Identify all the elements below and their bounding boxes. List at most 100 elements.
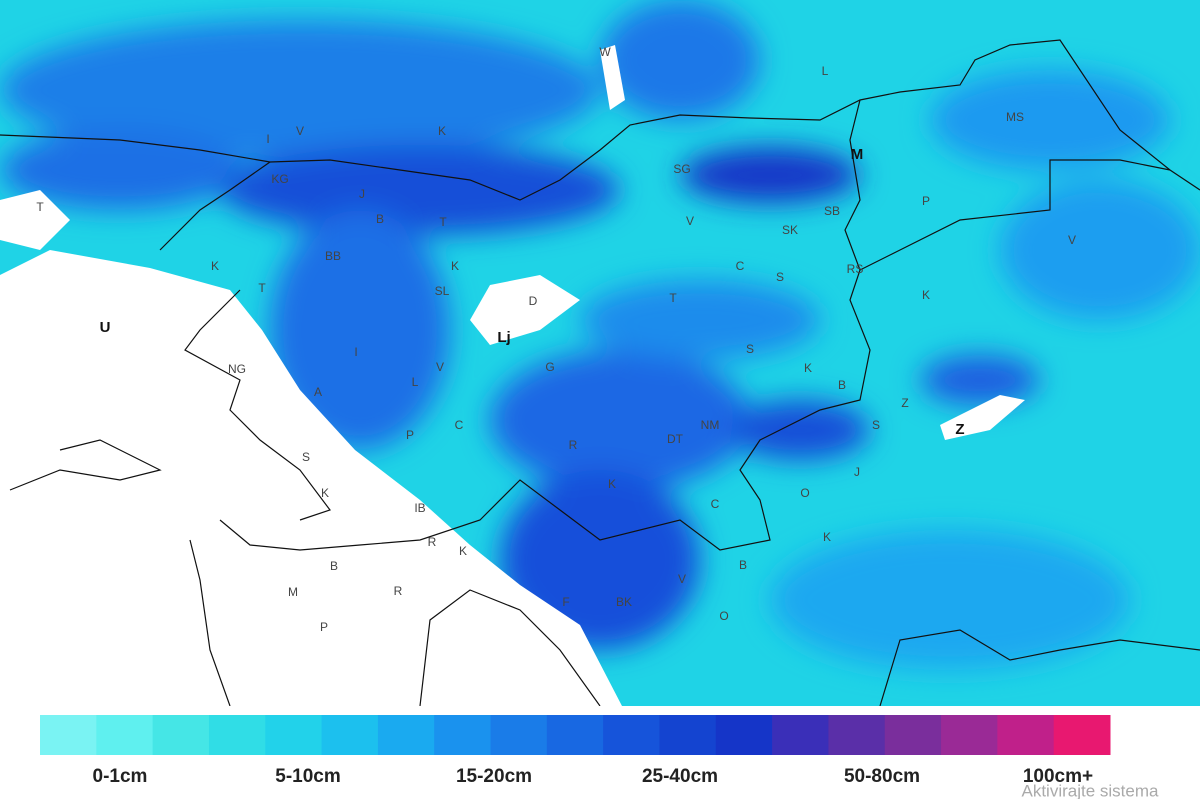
place-label: K: [608, 477, 616, 491]
place-label: K: [823, 530, 831, 544]
place-label: J: [359, 187, 365, 201]
place-label: T: [669, 291, 677, 305]
place-label: S: [872, 418, 880, 432]
place-label: S: [776, 270, 784, 284]
place-label: O: [800, 486, 809, 500]
legend-label: 50-80cm: [844, 766, 920, 787]
place-label: KG: [271, 172, 288, 186]
place-label: K: [459, 544, 467, 558]
legend-swatch: [96, 715, 154, 755]
legend-label: 25-40cm: [642, 766, 718, 787]
place-label: K: [451, 259, 459, 273]
legend-label: 100cm+: [1023, 766, 1093, 787]
place-label: V: [1068, 233, 1076, 247]
legend-swatch: [941, 715, 998, 755]
place-label: Lj: [497, 329, 510, 346]
place-label: T: [258, 281, 266, 295]
place-label: K: [321, 486, 329, 500]
place-label: M: [851, 146, 864, 163]
place-label: R: [394, 584, 403, 598]
place-label: BK: [616, 595, 632, 609]
place-label: B: [330, 559, 338, 573]
legend-swatch: [208, 715, 266, 755]
place-label: M: [288, 585, 298, 599]
place-label: O: [719, 609, 728, 623]
place-label: W: [599, 45, 611, 59]
borders: [0, 39, 1200, 706]
place-label: V: [436, 360, 444, 374]
snow-field: [0, 0, 1200, 670]
place-label: G: [545, 360, 554, 374]
place-label: B: [739, 558, 747, 572]
place-label: T: [36, 200, 44, 214]
place-label: S: [746, 342, 754, 356]
place-label: SK: [782, 223, 798, 237]
legend-swatch: [434, 715, 492, 755]
legend-swatch: [265, 715, 323, 755]
no-data-area: [600, 45, 625, 110]
legend-swatch: [546, 715, 604, 755]
place-label: L: [412, 375, 419, 389]
legend-swatch: [603, 715, 660, 755]
legend-swatch: [40, 715, 97, 755]
place-label: K: [804, 361, 812, 375]
place-label: P: [320, 620, 328, 634]
place-label: K: [438, 124, 446, 138]
place-label: K: [922, 288, 930, 302]
place-label: BB: [325, 249, 341, 263]
place-label: B: [838, 378, 846, 392]
legend-swatch: [152, 715, 210, 755]
place-label: I: [266, 132, 269, 146]
place-label: S: [302, 450, 310, 464]
legend: 0-1cm 5-10cm 15-20cm 25-40cm 50-80cm 100cm+: [40, 715, 1111, 787]
no-data-area: [940, 395, 1025, 440]
legend-swatch: [772, 715, 829, 755]
place-label: C: [711, 497, 720, 511]
place-label: NG: [228, 362, 246, 376]
place-label: DT: [667, 432, 684, 446]
place-label: SL: [435, 284, 450, 298]
place-label: Z: [955, 421, 964, 438]
legend-label: 5-10cm: [275, 766, 341, 787]
place-label: P: [922, 194, 930, 208]
place-label: Z: [901, 396, 908, 410]
place-label: SB: [824, 204, 840, 218]
place-label: I: [354, 345, 357, 359]
legend-swatch: [884, 715, 942, 755]
place-label: R: [428, 535, 437, 549]
place-label: K: [211, 259, 219, 273]
place-label: C: [736, 259, 745, 273]
place-label: MS: [1006, 110, 1024, 124]
place-label: A: [314, 385, 322, 399]
place-label: J: [854, 465, 860, 479]
place-label: V: [678, 572, 686, 586]
place-label: L: [822, 64, 829, 78]
place-label: V: [296, 124, 304, 138]
legend-swatch: [321, 715, 379, 755]
legend-swatch: [997, 715, 1055, 755]
legend-swatch: [490, 715, 548, 755]
place-label: U: [100, 319, 111, 336]
place-label: P: [406, 428, 414, 442]
place-label: V: [686, 214, 694, 228]
place-label: R: [569, 438, 578, 452]
no-data-area: [0, 190, 70, 250]
legend-label: 15-20cm: [456, 766, 532, 787]
place-label: SG: [673, 162, 690, 176]
legend-swatch: [828, 715, 886, 755]
place-label: IB: [414, 501, 425, 515]
legend-swatch: [377, 715, 435, 755]
place-label: RS: [847, 262, 864, 276]
place-label: F: [562, 595, 569, 609]
place-label: D: [529, 294, 538, 308]
place-label: C: [455, 418, 464, 432]
place-label: NM: [701, 418, 720, 432]
no-data-area: [470, 275, 580, 345]
watermark: Aktivirajte sistema: [1022, 781, 1160, 799]
legend-swatch: [1053, 715, 1111, 755]
legend-label: 0-1cm: [93, 766, 148, 787]
place-label: B: [376, 212, 384, 226]
